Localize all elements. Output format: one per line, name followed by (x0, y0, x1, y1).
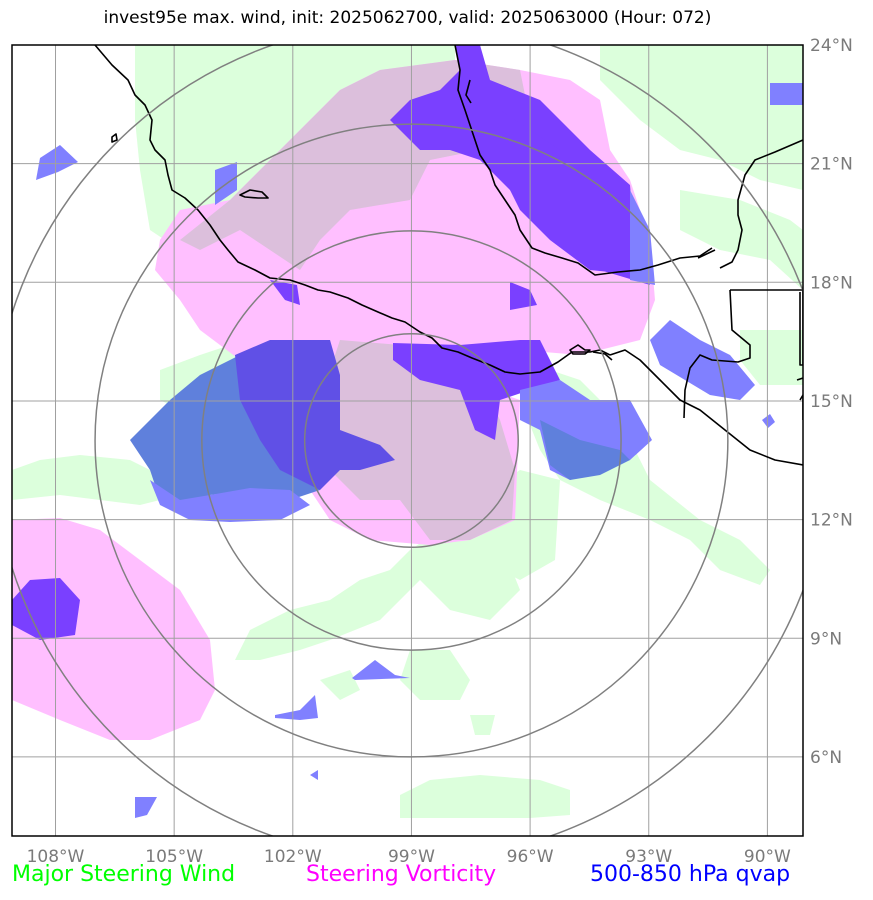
latitude-label: 21°N (810, 155, 853, 175)
map-title: invest95e max. wind, init: 2025062700, v… (103, 8, 712, 28)
latitude-label: 18°N (810, 273, 853, 293)
range-ring (201, 230, 622, 651)
latitude-label: 12°N (810, 511, 853, 531)
latitude-label: 6°N (810, 748, 842, 768)
range-rings (12, 45, 803, 836)
longitude-label: 99°W (388, 847, 435, 867)
longitude-label: 93°W (625, 847, 672, 867)
lat-lon-grid (12, 45, 803, 836)
range-ring (94, 123, 729, 758)
legend-qvap: 500-850 hPa qvap (590, 862, 791, 887)
longitude-tick-labels: 108°W 105°W 102°W 99°W 96°W 93°W 90°W (27, 847, 791, 867)
longitude-label: 102°W (264, 847, 322, 867)
legend-vorticity: Steering Vorticity (306, 862, 497, 887)
range-ring (303, 332, 519, 549)
legend-wind: Major Steering Wind (12, 862, 236, 887)
latitude-label: 15°N (810, 392, 853, 412)
plot-frame (11, 44, 804, 837)
longitude-label: 90°W (744, 847, 791, 867)
latitude-label: 9°N (810, 629, 842, 649)
longitude-label: 96°W (507, 847, 554, 867)
qvap-field (12, 45, 803, 818)
longitude-label: 105°W (145, 847, 203, 867)
latitude-label: 24°N (810, 36, 853, 56)
longitude-label: 108°W (27, 847, 85, 867)
coastline (94, 45, 803, 466)
latitude-tick-labels: 24°N 21°N 18°N 15°N 12°N 9°N 6°N (810, 36, 853, 768)
